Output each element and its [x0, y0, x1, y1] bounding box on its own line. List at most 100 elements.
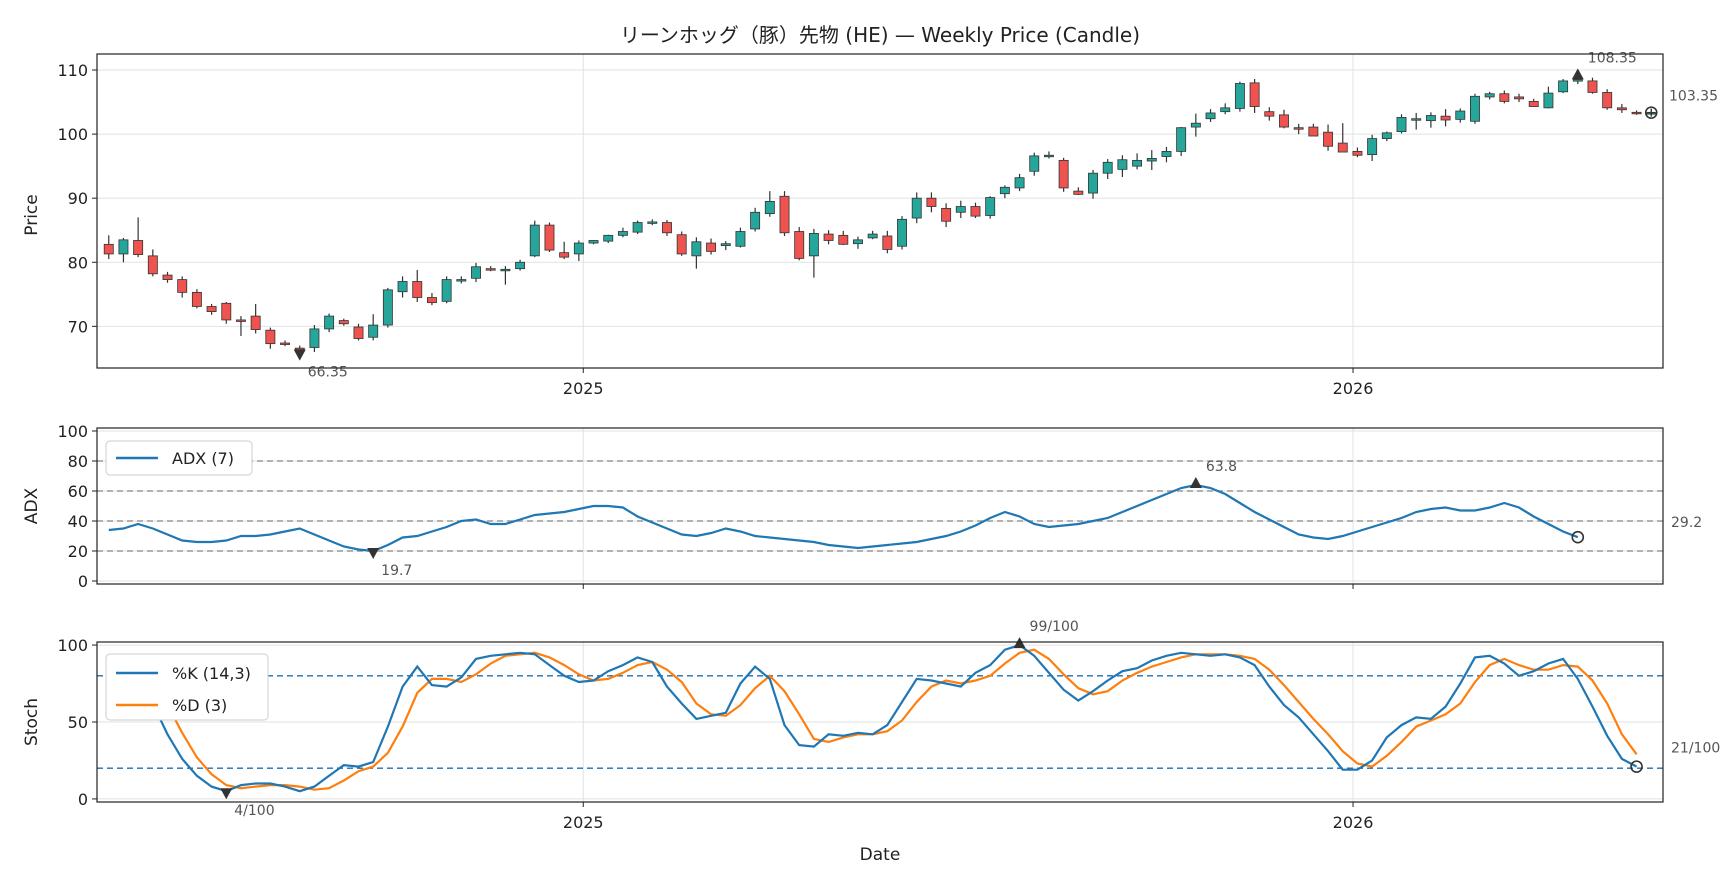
- price-candle-body: [985, 197, 996, 216]
- stoch-y-tick: 0: [78, 790, 88, 809]
- stoch-y-label: Stoch: [22, 698, 42, 746]
- price-candle-body: [897, 218, 907, 247]
- price-candle-body: [955, 206, 966, 213]
- adx-max-label: 63.8: [1206, 459, 1237, 475]
- price-candle-body: [617, 231, 628, 236]
- x-tick-label: 2026: [1333, 379, 1374, 398]
- price-candle-body: [1587, 80, 1598, 93]
- price-candle-body: [485, 268, 496, 271]
- price-candle-body: [1367, 138, 1378, 156]
- price-candle-body: [1352, 151, 1363, 156]
- price-candle-body: [970, 206, 981, 217]
- adx-y-tick: 0: [78, 572, 88, 591]
- stoch-min-marker: [220, 788, 233, 800]
- price-candle-body: [206, 306, 217, 313]
- price-candle-body: [1323, 131, 1334, 147]
- price-candle-body: [162, 274, 173, 280]
- price-candle-body: [412, 281, 423, 298]
- price-candle-body: [191, 291, 202, 307]
- stoch-legend: %K (14,3) %D (3): [105, 653, 269, 721]
- price-candle-body: [265, 329, 276, 345]
- price-candle-body: [1043, 154, 1054, 158]
- price-candle-body: [1205, 112, 1216, 120]
- price-candle-body: [250, 315, 261, 330]
- adx-panel: 63.8 19.7 29.2 0 20 40 60 80 100 ADX ADX (7): [22, 422, 1702, 591]
- price-candle-body: [1264, 111, 1275, 117]
- price-candle-body: [397, 281, 408, 293]
- price-candle-body: [750, 211, 761, 230]
- adx-legend: ADX (7): [105, 440, 253, 476]
- price-candle-body: [691, 241, 702, 257]
- price-y-label: Price: [22, 194, 42, 235]
- price-candle-body: [1514, 96, 1524, 100]
- adx-legend-label: ADX (7): [172, 449, 234, 468]
- price-candle-body: [529, 224, 540, 257]
- price-candle-body: [735, 231, 746, 247]
- price-candle-body: [1631, 111, 1642, 115]
- price-candle-body: [926, 197, 937, 207]
- price-candle-body: [1073, 190, 1084, 195]
- price-candle-body: [118, 239, 129, 255]
- adx-frame: [96, 427, 1664, 585]
- chart-title: リーンホッグ（豚）先物 (HE) — Weekly Price (Candle): [620, 23, 1140, 47]
- price-candle-body: [544, 224, 555, 251]
- price-candle-body: [559, 252, 570, 258]
- stoch-y-tick: 50: [68, 713, 88, 732]
- price-candle-body: [1132, 159, 1143, 167]
- price-candle-body: [764, 200, 775, 214]
- adx-last-label: 29.2: [1671, 515, 1702, 531]
- stoch-k-legend-label: %K (14,3): [172, 664, 251, 683]
- price-last-marker: [1644, 106, 1658, 119]
- price-candle-body: [1190, 122, 1201, 128]
- price-candle-body: [1499, 93, 1510, 102]
- price-max-marker: [1571, 68, 1584, 80]
- price-candle-body: [1470, 95, 1480, 122]
- price-y-tick: 100: [57, 125, 88, 144]
- stoch-last-label: 21/100: [1671, 741, 1720, 757]
- adx-min-label: 19.7: [381, 563, 412, 579]
- price-candle-body: [471, 266, 481, 279]
- price-candle-body: [1602, 92, 1613, 109]
- price-candle-body: [1558, 80, 1569, 93]
- stoch-last-marker: [1630, 760, 1643, 773]
- price-candle-body: [1396, 117, 1407, 132]
- price-candle-body: [808, 233, 819, 257]
- price-candle-body: [647, 221, 658, 224]
- price-candle-body: [1234, 83, 1245, 109]
- price-last-label: 103.35: [1669, 89, 1718, 105]
- price-candle-body: [368, 324, 379, 338]
- price-candle-body: [1425, 115, 1436, 122]
- price-candle-body: [720, 243, 731, 247]
- price-candle-body: [1146, 158, 1157, 162]
- price-candle-body: [382, 289, 393, 326]
- price-candle-body: [441, 279, 452, 302]
- price-candle-body: [280, 342, 290, 345]
- stoch-y-tick: 100: [57, 636, 88, 655]
- price-candle-body: [911, 197, 922, 219]
- price-candle-body: [1161, 151, 1172, 157]
- price-candle-body: [1484, 93, 1495, 98]
- price-candle-body: [603, 234, 614, 242]
- adx-min-marker: [367, 548, 380, 559]
- price-candle-body: [1543, 92, 1554, 109]
- price-candle-body: [1572, 79, 1583, 82]
- price-candle-body: [999, 186, 1010, 195]
- price-candle-body: [853, 239, 863, 245]
- adx-y-label: ADX: [22, 487, 42, 524]
- price-panel: 108.35 66.35 103.35 70 80 90 100 110 Price: [22, 50, 1718, 380]
- price-y-tick: 90: [68, 189, 88, 208]
- price-candle-body: [588, 240, 599, 244]
- adx-y-tick: 60: [68, 482, 88, 501]
- price-candle-body: [1176, 127, 1187, 152]
- price-y-tick: 110: [57, 61, 88, 80]
- price-candle-body: [1455, 110, 1466, 120]
- adx-y-tick: 100: [57, 422, 88, 441]
- price-candle-body: [573, 242, 584, 255]
- price-candle-body: [221, 302, 232, 321]
- x-axis-label: Date: [860, 845, 901, 865]
- price-candle-body: [133, 240, 144, 255]
- price-candle-body: [1117, 159, 1128, 170]
- price-candle-body: [779, 195, 790, 234]
- x-tick-label: 2026: [1333, 813, 1374, 832]
- stoch-k-line: [108, 643, 1638, 793]
